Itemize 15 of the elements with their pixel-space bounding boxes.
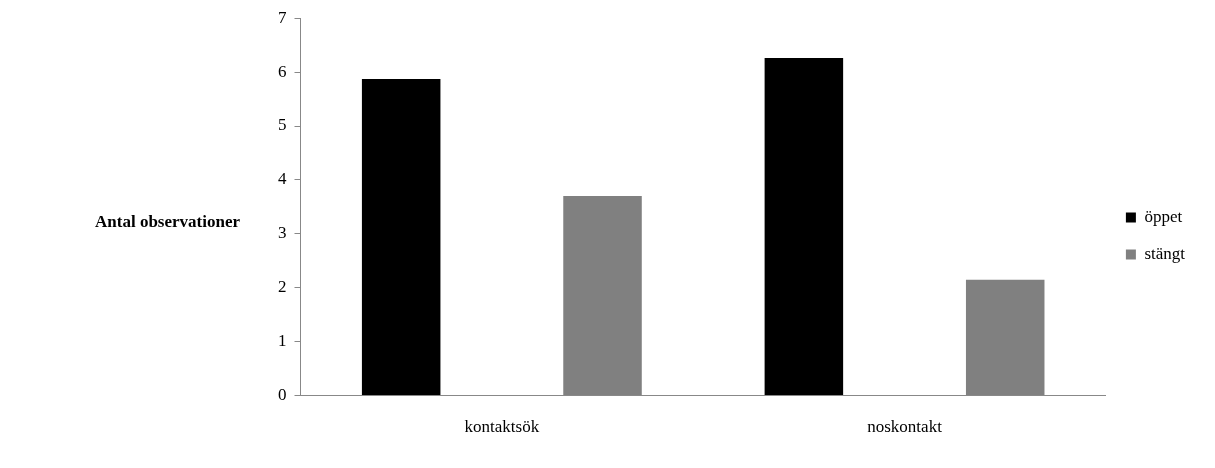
y-tick-label: 0 xyxy=(278,385,287,405)
y-axis-title: Antal observationer xyxy=(94,212,240,232)
bar xyxy=(764,58,844,396)
y-tick-label: 7 xyxy=(278,7,287,27)
x-tick-label: kontaktsök xyxy=(464,417,540,437)
bar xyxy=(361,79,441,396)
y-tick-label: 1 xyxy=(278,331,287,351)
y-tick-label: 5 xyxy=(278,115,287,135)
y-tick-label: 4 xyxy=(278,169,287,189)
legend-label: stängt xyxy=(1144,243,1186,263)
y-tick-label: 6 xyxy=(278,61,287,81)
y-tick-label: 3 xyxy=(278,223,287,243)
y-tick-label: 2 xyxy=(278,277,287,297)
x-tick-label: noskontakt xyxy=(867,417,943,437)
legend-label: öppet xyxy=(1144,206,1183,226)
